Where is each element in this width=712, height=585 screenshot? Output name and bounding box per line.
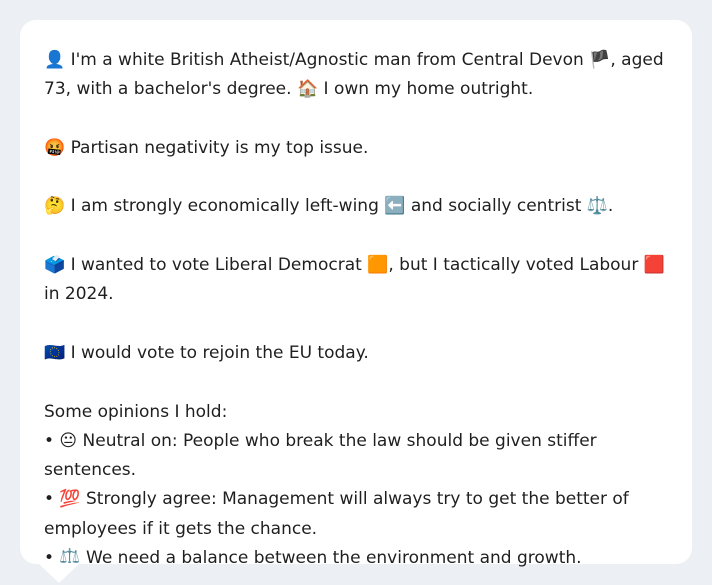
eu-text: 🇪🇺 I would vote to rejoin the EU today.: [44, 342, 369, 363]
speech-bubble-tail: [38, 563, 80, 583]
opinion-item: • 😐 Neutral on: People who break the law…: [44, 430, 597, 481]
spacer: [44, 105, 668, 134]
ideology-text: 🤔 I am strongly economically left-wing ⬅…: [44, 196, 614, 217]
vote-text: 🗳️ I wanted to vote Liberal Democrat 🟧, …: [44, 255, 665, 305]
profile-intro-text: 👤 I'm a white British Atheist/Agnostic m…: [44, 50, 664, 100]
top-issue-text: 🤬 Partisan negativity is my top issue.: [44, 137, 369, 158]
opinion-item: • ⚖️ We need a balance between the envir…: [44, 548, 582, 569]
profile-message-card: 👤 I'm a white British Atheist/Agnostic m…: [20, 20, 692, 568]
spacer: [44, 163, 668, 192]
spacer: [44, 310, 668, 339]
opinion-item: • 💯 Strongly agree: Management will alwa…: [44, 489, 629, 539]
spacer: [44, 368, 668, 397]
opinions-heading: Some opinions I hold:: [44, 401, 228, 422]
spacer: [44, 222, 668, 251]
